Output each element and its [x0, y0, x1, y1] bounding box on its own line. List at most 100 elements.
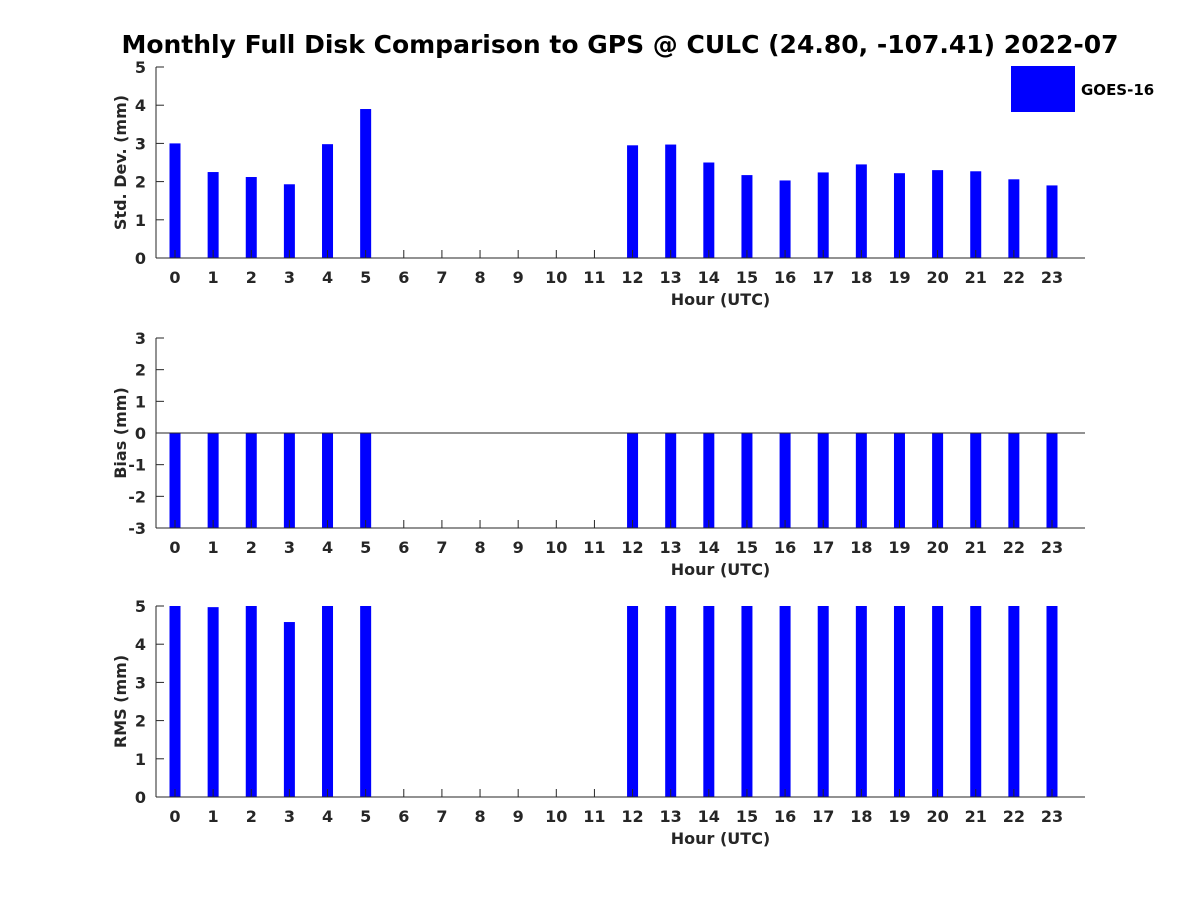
x-tick-label-2: 11	[583, 538, 605, 557]
x-tick-label-1: 1	[208, 268, 219, 287]
x-tick-label-1: 15	[736, 268, 758, 287]
x-tick-label-1: 14	[698, 268, 720, 287]
x-axis-label-1: Hour (UTC)	[671, 290, 771, 309]
y-tick-label-2: 0	[135, 424, 146, 443]
bar-3-hour-21	[970, 606, 982, 797]
x-tick-label-3: 9	[513, 807, 524, 826]
bar-1-hour-17	[817, 172, 829, 258]
x-tick-label-1: 7	[436, 268, 447, 287]
x-tick-label-2: 17	[812, 538, 834, 557]
bar-1-hour-22	[1008, 179, 1020, 258]
bar-2-hour-20	[932, 433, 944, 528]
x-tick-label-2: 14	[698, 538, 720, 557]
x-tick-label-1: 20	[926, 268, 948, 287]
bar-1-hour-21	[970, 171, 982, 258]
x-tick-label-2: 9	[513, 538, 524, 557]
bar-3-hour-17	[817, 606, 829, 797]
x-tick-label-2: 20	[926, 538, 948, 557]
y-tick-label-2: -1	[128, 456, 146, 475]
bar-3-hour-13	[665, 606, 677, 797]
x-tick-label-1: 19	[888, 268, 910, 287]
bar-2-hour-3	[283, 433, 295, 528]
y-tick-label-1: 1	[135, 211, 146, 230]
x-tick-label-2: 7	[436, 538, 447, 557]
y-tick-label-3: 5	[135, 597, 146, 616]
bar-2-hour-15	[741, 433, 753, 528]
x-tick-label-2: 23	[1041, 538, 1063, 557]
x-tick-label-3: 3	[284, 807, 295, 826]
bar-2-hour-16	[779, 433, 791, 528]
x-tick-label-2: 15	[736, 538, 758, 557]
bar-1-hour-5	[360, 109, 372, 259]
bar-2-hour-0	[169, 433, 181, 528]
x-tick-label-1: 8	[474, 268, 485, 287]
x-tick-label-3: 15	[736, 807, 758, 826]
x-tick-label-2: 10	[545, 538, 567, 557]
x-tick-label-2: 5	[360, 538, 371, 557]
bar-2-hour-22	[1008, 433, 1020, 528]
y-axis-label-1: Std. Dev. (mm)	[111, 95, 130, 230]
x-tick-label-3: 6	[398, 807, 409, 826]
y-axis-label-3: RMS (mm)	[111, 655, 130, 748]
bar-3-hour-16	[779, 606, 791, 797]
x-tick-label-3: 11	[583, 807, 605, 826]
bar-1-hour-15	[741, 175, 753, 258]
x-tick-label-3: 7	[436, 807, 447, 826]
y-tick-label-2: -2	[128, 487, 146, 506]
x-tick-label-3: 21	[965, 807, 987, 826]
bar-1-hour-0	[169, 143, 181, 258]
x-tick-label-2: 22	[1003, 538, 1025, 557]
bar-3-hour-12	[627, 606, 639, 797]
y-tick-label-1: 0	[135, 249, 146, 268]
x-tick-label-3: 19	[888, 807, 910, 826]
bar-3-hour-23	[1046, 606, 1058, 797]
x-tick-label-3: 8	[474, 807, 485, 826]
bar-1-hour-19	[893, 173, 905, 258]
y-tick-label-3: 2	[135, 712, 146, 731]
bar-2-hour-2	[245, 433, 257, 528]
bar-1-hour-16	[779, 180, 791, 258]
y-tick-label-2: 1	[135, 392, 146, 411]
x-tick-label-1: 22	[1003, 268, 1025, 287]
x-tick-label-2: 4	[322, 538, 333, 557]
y-tick-label-2: -3	[128, 519, 146, 538]
bar-2-hour-1	[207, 433, 219, 528]
bar-1-hour-20	[932, 170, 944, 258]
x-tick-label-1: 18	[850, 268, 872, 287]
x-tick-label-2: 12	[621, 538, 643, 557]
x-tick-label-1: 16	[774, 268, 796, 287]
bar-3-hour-20	[932, 606, 944, 797]
x-tick-label-1: 5	[360, 268, 371, 287]
bar-2-hour-12	[627, 433, 639, 528]
bar-1-hour-23	[1046, 185, 1058, 258]
x-tick-label-3: 20	[926, 807, 948, 826]
x-tick-label-3: 4	[322, 807, 333, 826]
bar-1-hour-13	[665, 144, 677, 258]
bar-2-hour-13	[665, 433, 677, 528]
bar-3-hour-15	[741, 606, 753, 797]
x-tick-label-3: 18	[850, 807, 872, 826]
y-axis-label-2: Bias (mm)	[111, 387, 130, 479]
bar-3-hour-1	[207, 607, 219, 797]
x-tick-label-1: 23	[1041, 268, 1063, 287]
x-tick-label-3: 10	[545, 807, 567, 826]
x-tick-label-3: 2	[246, 807, 257, 826]
x-tick-label-1: 10	[545, 268, 567, 287]
bar-3-hour-22	[1008, 606, 1020, 797]
bar-1-hour-18	[855, 164, 867, 258]
x-tick-label-2: 3	[284, 538, 295, 557]
x-tick-label-3: 23	[1041, 807, 1063, 826]
x-tick-label-3: 5	[360, 807, 371, 826]
bar-2-hour-19	[893, 433, 905, 528]
x-tick-label-3: 17	[812, 807, 834, 826]
x-tick-label-2: 2	[246, 538, 257, 557]
y-tick-label-1: 2	[135, 173, 146, 192]
x-tick-label-1: 3	[284, 268, 295, 287]
bar-1-hour-1	[207, 172, 219, 258]
bar-3-hour-18	[855, 606, 867, 797]
bar-2-hour-17	[817, 433, 829, 528]
x-tick-label-3: 12	[621, 807, 643, 826]
y-tick-label-1: 5	[135, 58, 146, 77]
bar-1-hour-2	[245, 177, 257, 258]
bar-2-hour-18	[855, 433, 867, 528]
